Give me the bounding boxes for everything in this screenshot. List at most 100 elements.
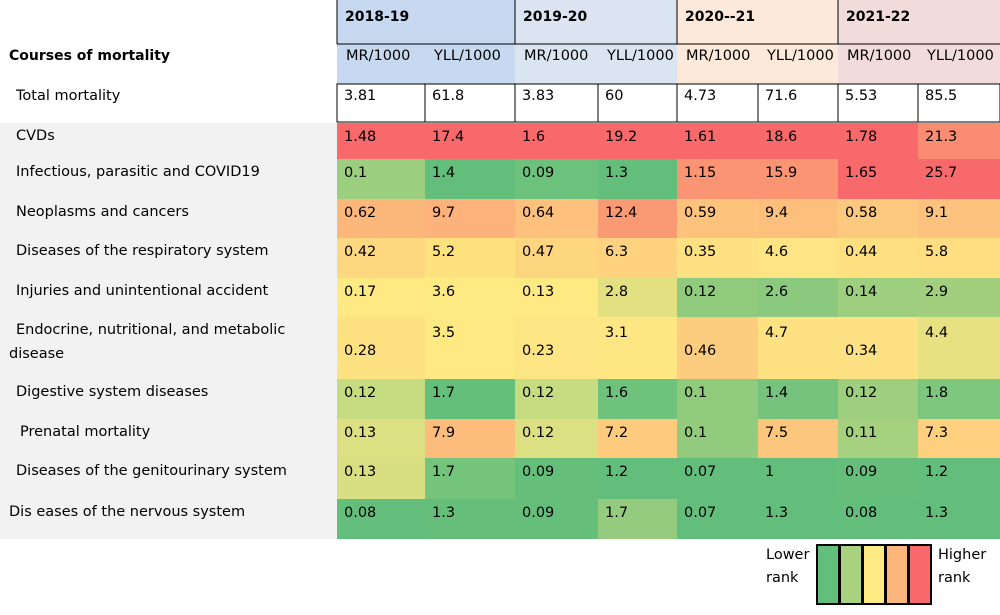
- row-label-4: Injuries and unintentional accident: [16, 283, 269, 299]
- row-label-6: Digestive system diseases: [16, 384, 209, 400]
- row-label-1: Infectious, parasitic and COVID19: [16, 164, 260, 180]
- heat-cell-8-3: [598, 458, 677, 499]
- heat-cell-7-4: [677, 419, 758, 458]
- total-cell-3: [597, 83, 678, 123]
- heat-value-3-3: 6.3: [605, 244, 629, 260]
- heat-value-6-1: 1.7: [432, 385, 456, 401]
- heat-value-3-5: 4.6: [765, 244, 789, 260]
- heat-value-1-2: 0.09: [522, 165, 555, 181]
- heat-value-8-0: 0.13: [344, 464, 377, 480]
- heat-value-2-2: 0.64: [522, 205, 555, 221]
- legend-swatch-2: [862, 544, 886, 605]
- heat-cell-0-1: [425, 123, 515, 159]
- total-value-4: 4.73: [684, 88, 717, 104]
- period-header-2019-20: [515, 0, 677, 44]
- heat-cell-5-4: [677, 317, 758, 379]
- heat-value-5-4: 0.46: [684, 343, 717, 359]
- heat-value-3-1: 5.2: [432, 244, 456, 260]
- row-label-2: Neoplasms and cancers: [16, 204, 189, 220]
- row-label-0: CVDs: [16, 128, 55, 144]
- heat-value-8-5: 1: [765, 464, 775, 480]
- heat-cell-9-7: [918, 499, 1000, 539]
- heat-value-7-1: 7.9: [432, 425, 456, 441]
- heat-cell-1-1: [425, 159, 515, 199]
- legend-swatch-1: [839, 544, 863, 605]
- heat-cell-0-6: [838, 123, 918, 159]
- total-value-2: 3.83: [522, 88, 555, 104]
- heat-cell-7-2: [515, 419, 598, 458]
- heat-cell-0-4: [677, 123, 758, 159]
- heat-cell-9-6: [838, 499, 918, 539]
- heat-value-9-6: 0.08: [845, 505, 878, 521]
- heat-cell-8-0: [337, 458, 425, 499]
- legend-higher-line2: rank: [938, 570, 971, 586]
- heat-cell-8-2: [515, 458, 598, 499]
- heat-cell-6-5: [758, 379, 838, 419]
- heat-value-0-7: 21.3: [925, 129, 958, 145]
- heat-cell-7-3: [598, 419, 677, 458]
- heat-value-0-2: 1.6: [522, 129, 546, 145]
- heat-value-4-1: 3.6: [432, 284, 456, 300]
- legend-swatch-4: [908, 544, 932, 605]
- heat-cell-4-5: [758, 278, 838, 317]
- heat-cell-4-0: [337, 278, 425, 317]
- metric-label-yll-2021-22: YLL/1000: [927, 48, 994, 64]
- legend-swatch-3: [885, 544, 909, 605]
- heat-value-1-1: 1.4: [432, 165, 456, 181]
- heat-value-8-4: 0.07: [684, 464, 717, 480]
- heat-value-8-3: 1.2: [605, 464, 629, 480]
- period-label-2019-20: 2019-20: [523, 9, 588, 25]
- heat-value-0-3: 19.2: [605, 129, 638, 145]
- heat-value-4-4: 0.12: [684, 284, 717, 300]
- heat-cell-6-4: [677, 379, 758, 419]
- heat-cell-7-1: [425, 419, 515, 458]
- heat-cell-1-3: [598, 159, 677, 199]
- heat-value-2-0: 0.62: [344, 205, 377, 221]
- heat-cell-3-6: [838, 238, 918, 278]
- total-value-5: 71.6: [765, 88, 798, 104]
- total-value-1: 61.8: [432, 88, 465, 104]
- period-header-2018-19: [337, 0, 515, 44]
- heat-cell-5-6: [838, 317, 918, 379]
- heat-cell-5-0: [337, 317, 425, 379]
- heat-cell-3-7: [918, 238, 1000, 278]
- heat-value-9-3: 1.7: [605, 505, 629, 521]
- heat-value-8-1: 1.7: [432, 464, 456, 480]
- heat-cell-3-0: [337, 238, 425, 278]
- heat-value-4-7: 2.9: [925, 284, 949, 300]
- heat-cell-8-5: [758, 458, 838, 499]
- total-cell-0: [336, 83, 426, 123]
- heat-value-9-0: 0.08: [344, 505, 377, 521]
- heat-value-7-4: 0.1: [684, 425, 708, 441]
- heat-value-9-5: 1.3: [765, 505, 789, 521]
- heat-value-7-5: 7.5: [765, 425, 789, 441]
- heat-value-8-7: 1.2: [925, 464, 949, 480]
- row-label-5-a: Endocrine, nutritional, and metabolic: [16, 322, 286, 338]
- heat-cell-1-4: [677, 159, 758, 199]
- heat-cell-0-2: [515, 123, 598, 159]
- heat-value-2-3: 12.4: [605, 205, 638, 221]
- heat-value-5-6: 0.34: [845, 343, 878, 359]
- table-title: Courses of mortality: [9, 48, 171, 64]
- heat-cell-4-4: [677, 278, 758, 317]
- heat-value-4-2: 0.13: [522, 284, 555, 300]
- metric-label-mr-2018-19: MR/1000: [346, 48, 411, 64]
- legend-lower-line1: Lower: [766, 547, 810, 563]
- heat-cell-5-1: [425, 317, 515, 379]
- heat-value-4-5: 2.6: [765, 284, 789, 300]
- heat-value-0-6: 1.78: [845, 129, 878, 145]
- heat-cell-2-0: [337, 199, 425, 238]
- period-header-2020--21: [677, 0, 838, 44]
- heat-cell-5-7: [918, 317, 1000, 379]
- heat-cell-8-1: [425, 458, 515, 499]
- metric-header-bg-2018-19: [337, 44, 515, 84]
- heat-cell-6-0: [337, 379, 425, 419]
- heat-cell-2-3: [598, 199, 677, 238]
- heat-cell-8-6: [838, 458, 918, 499]
- heat-cell-6-1: [425, 379, 515, 419]
- metric-header-bg-2020--21: [677, 44, 838, 84]
- metric-label-mr-2021-22: MR/1000: [847, 48, 912, 64]
- heat-value-0-1: 17.4: [432, 129, 465, 145]
- heat-cell-3-1: [425, 238, 515, 278]
- heat-value-3-6: 0.44: [845, 244, 878, 260]
